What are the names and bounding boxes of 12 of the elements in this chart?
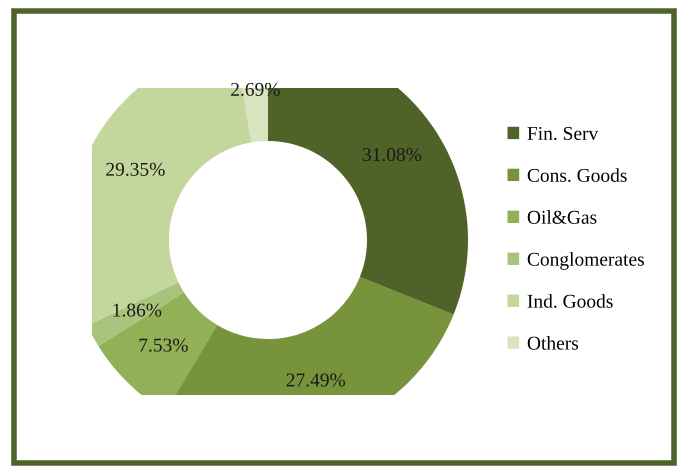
legend-label: Ind. Goods [528, 294, 613, 308]
data-label: 27.49% [286, 373, 346, 387]
data-label: 1.86% [113, 304, 162, 317]
legend-label: Oil&Gas [528, 210, 596, 224]
data-label: 31.08% [362, 148, 422, 162]
data-label: 29.35% [106, 162, 165, 176]
legend-label: Conglomerates [528, 252, 644, 270]
data-label: 7.53% [140, 338, 188, 352]
legend-label: Cons. Goods [528, 168, 627, 182]
legend-label: Fin. Serv [528, 126, 598, 140]
data-label: 2.69% [231, 82, 280, 96]
legend-label: Others [528, 336, 578, 350]
